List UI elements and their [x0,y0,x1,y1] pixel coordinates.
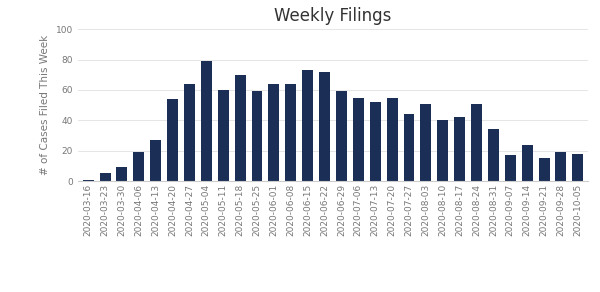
Bar [133,152,144,181]
Bar [285,84,296,181]
Bar [522,145,533,181]
Bar [421,104,431,181]
Bar [336,91,347,181]
Bar [556,152,566,181]
Bar [505,155,516,181]
Bar [370,102,381,181]
Bar [454,117,465,181]
Bar [488,129,499,181]
Bar [83,180,94,181]
Bar [218,90,229,181]
Bar [251,91,262,181]
Bar [386,98,398,181]
Bar [100,173,110,181]
Bar [404,114,415,181]
Bar [572,154,583,181]
Bar [302,70,313,181]
Bar [150,140,161,181]
Y-axis label: # of Cases Filed This Week: # of Cases Filed This Week [40,35,50,175]
Bar [437,120,448,181]
Bar [184,84,195,181]
Bar [235,75,245,181]
Bar [471,104,482,181]
Bar [319,72,330,181]
Bar [201,61,212,181]
Bar [539,158,550,181]
Title: Weekly Filings: Weekly Filings [274,7,392,25]
Bar [116,167,127,181]
Bar [167,99,178,181]
Bar [268,84,280,181]
Bar [353,98,364,181]
